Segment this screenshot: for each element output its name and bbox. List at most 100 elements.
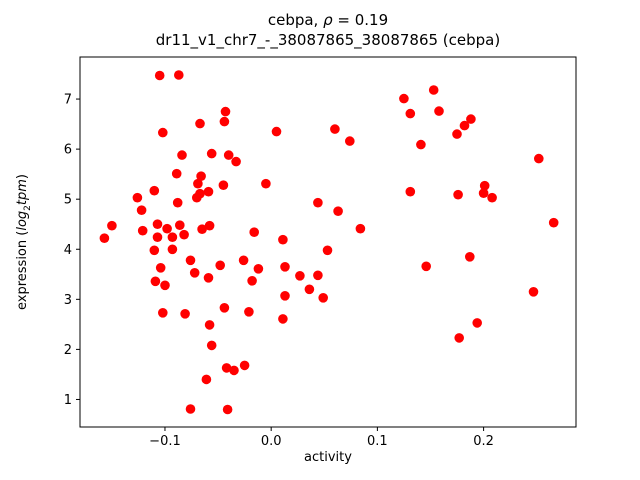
data-point (203, 273, 214, 283)
data-point (203, 186, 214, 197)
data-point (99, 233, 110, 243)
data-point (247, 276, 257, 286)
data-point (487, 192, 497, 203)
x-tick-label: 0.2 (473, 434, 494, 449)
data-point (313, 270, 323, 281)
data-point (172, 197, 183, 208)
data-point (330, 124, 340, 134)
data-point (271, 126, 282, 137)
data-point (534, 153, 544, 164)
data-point (167, 244, 178, 255)
data-point (221, 363, 232, 373)
data-point (158, 308, 168, 318)
data-point (174, 70, 184, 80)
data-point (218, 180, 229, 190)
data-point (416, 139, 426, 150)
data-point (459, 120, 470, 131)
data-point (466, 114, 476, 124)
x-tick-label: 0.0 (261, 434, 282, 449)
data-point (355, 223, 366, 234)
data-point (465, 251, 475, 262)
title-rho-value: = 0.19 (332, 11, 389, 29)
data-point (253, 264, 264, 274)
data-point (160, 280, 170, 291)
data-point (399, 93, 409, 104)
data-point (197, 224, 207, 234)
data-point (479, 180, 490, 191)
data-point (175, 220, 185, 230)
data-point (107, 220, 117, 231)
data-point (132, 192, 143, 203)
data-point (278, 314, 288, 324)
data-point (171, 168, 182, 179)
data-point (192, 192, 202, 203)
data-point (548, 217, 559, 228)
data-point (206, 340, 217, 351)
data-point (280, 291, 290, 301)
data-point (137, 225, 148, 236)
data-point (193, 178, 203, 189)
axes-frame (79, 56, 577, 428)
data-point (206, 148, 217, 159)
y-tick-label: 1 (64, 393, 72, 408)
y-tick-label: 4 (64, 243, 72, 258)
data-point (238, 255, 249, 266)
title-gene: cebpa, (267, 11, 324, 29)
y-tick-label: 7 (64, 93, 72, 108)
data-point (167, 232, 178, 242)
data-point (185, 404, 196, 414)
data-point (318, 293, 329, 303)
data-point (453, 189, 463, 200)
data-point (452, 129, 462, 139)
data-point (201, 374, 212, 385)
data-point (136, 205, 147, 215)
data-point (185, 255, 196, 266)
data-point (261, 178, 271, 189)
x-axis-label: activity (304, 450, 352, 465)
data-point (155, 263, 166, 273)
data-point (280, 262, 290, 272)
data-point (345, 136, 355, 146)
data-point (195, 118, 205, 129)
data-point (154, 70, 165, 81)
data-point (405, 108, 416, 119)
data-point (222, 404, 233, 415)
data-point (189, 268, 200, 278)
data-point (278, 234, 288, 245)
data-point (149, 185, 160, 196)
x-tick-label: 0.1 (367, 434, 388, 449)
data-point (220, 106, 231, 117)
y-tick-label: 6 (64, 143, 72, 158)
data-point (223, 150, 234, 160)
plot-subtitle: dr11_v1_chr7_-_38087865_38087865 (cebpa) (155, 31, 501, 49)
y-tick-label: 2 (64, 343, 72, 358)
data-point (478, 188, 489, 198)
data-point (231, 156, 241, 167)
data-point (215, 260, 225, 271)
data-point (244, 307, 254, 317)
data-point (204, 220, 215, 231)
data-point (333, 206, 343, 216)
rho-symbol: ρ (323, 11, 333, 29)
data-point (295, 271, 305, 281)
data-point (322, 245, 333, 256)
y-tick-label: 5 (64, 193, 72, 208)
data-point (219, 116, 230, 127)
data-point (180, 309, 190, 319)
data-point (239, 360, 250, 371)
data-point (434, 106, 444, 116)
data-point (249, 227, 259, 237)
data-point (152, 232, 163, 242)
data-point (472, 318, 483, 328)
data-point (204, 320, 215, 330)
data-point (421, 261, 432, 272)
data-point (428, 85, 439, 95)
data-point (196, 171, 206, 181)
data-point (304, 284, 315, 295)
data-point (528, 287, 539, 297)
x-tick-label: −0.1 (149, 434, 181, 449)
data-point (313, 197, 323, 208)
data-point (162, 223, 172, 234)
data-point (158, 127, 168, 138)
